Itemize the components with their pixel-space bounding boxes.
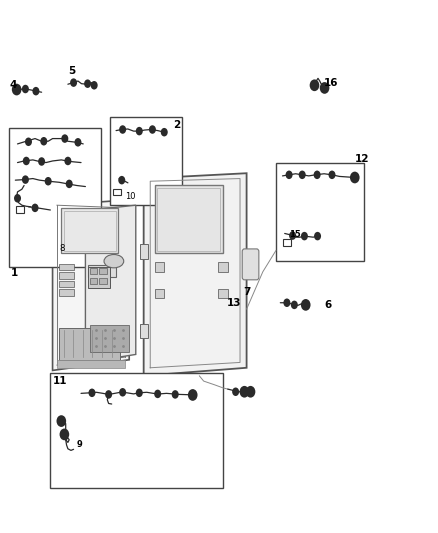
- Circle shape: [289, 231, 296, 240]
- Circle shape: [32, 87, 39, 95]
- Circle shape: [291, 301, 298, 309]
- Circle shape: [40, 137, 47, 146]
- Text: 15: 15: [289, 230, 301, 239]
- Bar: [88, 266, 110, 288]
- Text: 7: 7: [243, 287, 251, 296]
- Bar: [90, 278, 97, 284]
- Circle shape: [60, 429, 69, 440]
- Circle shape: [22, 85, 29, 93]
- Circle shape: [310, 79, 319, 91]
- Circle shape: [61, 134, 68, 143]
- Bar: [90, 325, 129, 352]
- Polygon shape: [53, 200, 129, 370]
- Bar: [61, 208, 118, 253]
- Bar: [50, 373, 223, 488]
- Text: 8: 8: [59, 245, 64, 253]
- Circle shape: [32, 204, 39, 212]
- Circle shape: [88, 389, 95, 397]
- Text: 11: 11: [53, 376, 67, 386]
- Circle shape: [320, 82, 329, 94]
- Circle shape: [25, 138, 32, 146]
- FancyBboxPatch shape: [242, 249, 259, 280]
- Text: 9: 9: [77, 440, 82, 449]
- Circle shape: [301, 232, 308, 240]
- Bar: [218, 289, 228, 298]
- Bar: [9, 128, 101, 266]
- Bar: [57, 360, 125, 368]
- Circle shape: [91, 81, 98, 90]
- Bar: [113, 189, 121, 195]
- Bar: [59, 328, 120, 360]
- Circle shape: [328, 171, 336, 179]
- Bar: [157, 188, 220, 251]
- Text: 1: 1: [11, 268, 18, 278]
- Text: 5: 5: [68, 66, 75, 76]
- Circle shape: [23, 157, 30, 165]
- Polygon shape: [144, 173, 247, 376]
- Bar: [140, 324, 148, 338]
- Circle shape: [119, 388, 126, 397]
- Text: 10: 10: [125, 192, 135, 200]
- Circle shape: [286, 171, 293, 179]
- Circle shape: [350, 172, 360, 183]
- Circle shape: [64, 157, 71, 165]
- Bar: [155, 185, 223, 253]
- Bar: [276, 163, 364, 261]
- Circle shape: [70, 78, 77, 87]
- Text: 6: 6: [324, 300, 332, 310]
- Circle shape: [246, 386, 255, 398]
- Text: 2: 2: [173, 120, 180, 130]
- Circle shape: [119, 125, 126, 134]
- Bar: [16, 206, 24, 213]
- Circle shape: [301, 299, 311, 311]
- Circle shape: [45, 177, 52, 185]
- Polygon shape: [85, 205, 136, 362]
- Circle shape: [149, 125, 156, 134]
- Bar: [99, 268, 107, 274]
- Bar: [218, 262, 228, 272]
- Circle shape: [188, 389, 198, 401]
- Circle shape: [283, 298, 290, 307]
- Bar: [99, 278, 107, 284]
- Circle shape: [299, 171, 306, 179]
- Bar: [88, 265, 116, 277]
- Bar: [155, 289, 164, 298]
- Circle shape: [84, 79, 91, 88]
- Text: 13: 13: [226, 298, 241, 308]
- Circle shape: [22, 175, 29, 184]
- Circle shape: [12, 84, 21, 95]
- Bar: [59, 281, 74, 287]
- Circle shape: [232, 387, 239, 396]
- Bar: [59, 289, 74, 296]
- Circle shape: [105, 390, 112, 399]
- Circle shape: [136, 127, 143, 135]
- Text: 16: 16: [324, 78, 339, 87]
- Circle shape: [136, 389, 143, 397]
- Bar: [59, 264, 74, 270]
- Circle shape: [314, 171, 321, 179]
- Bar: [110, 117, 182, 205]
- Circle shape: [161, 128, 168, 136]
- Bar: [155, 262, 164, 272]
- Ellipse shape: [104, 255, 124, 268]
- Circle shape: [66, 180, 73, 188]
- Circle shape: [14, 194, 21, 203]
- Circle shape: [74, 138, 81, 147]
- Text: 12: 12: [355, 154, 369, 164]
- Circle shape: [172, 390, 179, 399]
- Bar: [64, 211, 116, 251]
- Bar: [140, 244, 148, 259]
- Bar: [283, 239, 291, 246]
- Circle shape: [154, 390, 161, 398]
- Circle shape: [38, 157, 45, 166]
- Circle shape: [314, 232, 321, 240]
- Bar: [90, 268, 97, 274]
- Circle shape: [240, 386, 249, 398]
- Bar: [59, 272, 74, 279]
- Circle shape: [118, 176, 125, 184]
- Circle shape: [57, 415, 66, 427]
- Text: 4: 4: [10, 80, 17, 90]
